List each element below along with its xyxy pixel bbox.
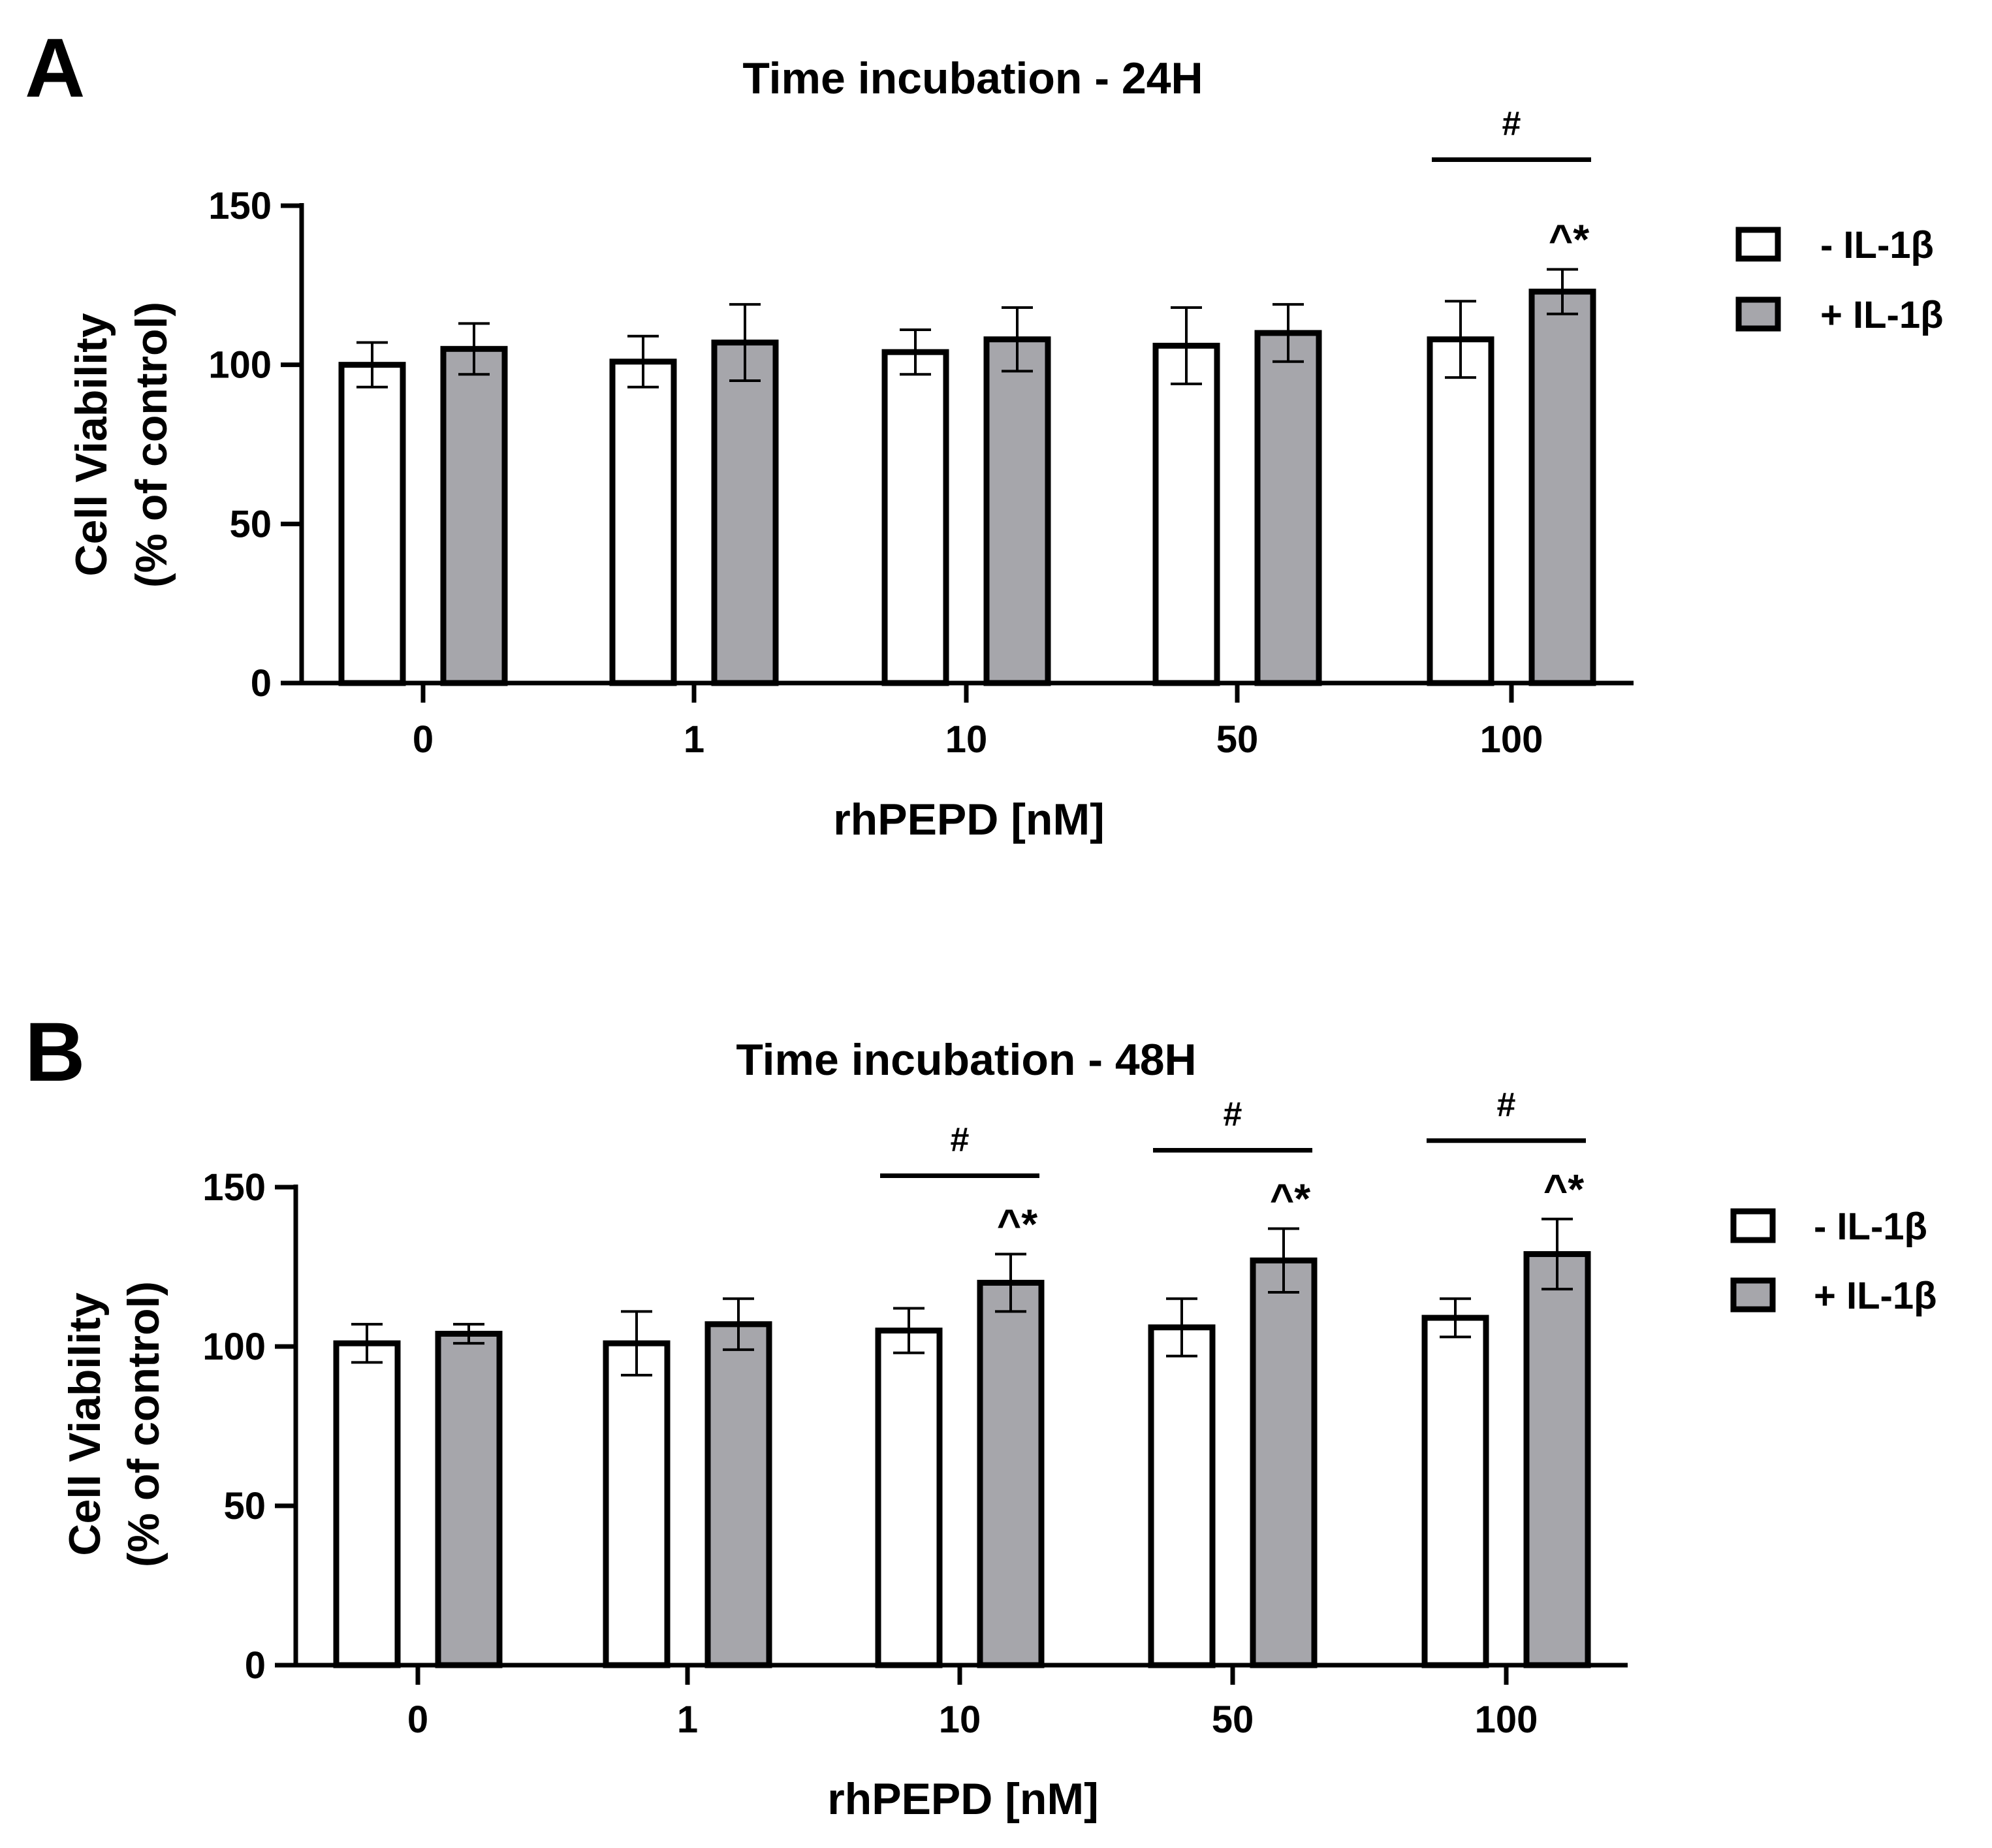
legend-label-plus: + IL-1β bbox=[1814, 1275, 1937, 1317]
x-tick-label: 10 bbox=[945, 718, 988, 761]
significance-stars: ^* bbox=[1543, 1166, 1584, 1213]
y-tick-label: 150 bbox=[202, 1166, 266, 1209]
chart-title: Time incubation - 24H bbox=[742, 54, 1203, 103]
bar-minus-il1b bbox=[881, 349, 949, 686]
x-tick-label: 100 bbox=[1480, 718, 1543, 761]
bar-plus-il1b bbox=[977, 1279, 1045, 1668]
x-tick-label: 1 bbox=[684, 718, 704, 761]
bar-minus-il1b bbox=[1148, 1324, 1216, 1668]
bar-minus-il1b bbox=[338, 362, 406, 686]
legend-swatch-minus bbox=[1735, 227, 1781, 262]
significance-hash: # bbox=[1224, 1095, 1242, 1133]
legend-swatch-minus bbox=[1730, 1208, 1776, 1243]
x-tick-label: 0 bbox=[413, 718, 434, 761]
chart-title: Time incubation - 48H bbox=[736, 1035, 1196, 1085]
y-tick-label: 50 bbox=[223, 1485, 266, 1527]
x-tick-label: 50 bbox=[1212, 1698, 1254, 1741]
bar-plus-il1b bbox=[1254, 330, 1322, 686]
bar-plus-il1b bbox=[711, 340, 779, 686]
bar-minus-il1b bbox=[603, 1340, 671, 1668]
x-tick-label: 100 bbox=[1475, 1698, 1538, 1741]
bar-plus-il1b bbox=[440, 345, 508, 686]
y-tick-label: 0 bbox=[251, 662, 272, 705]
panel-b: B Time incubation - 48H Cell Viability (% o… bbox=[25, 1006, 1937, 1824]
bar-minus-il1b bbox=[333, 1340, 401, 1668]
x-tick-label: 1 bbox=[677, 1698, 698, 1741]
significance-stars: ^* bbox=[997, 1200, 1037, 1247]
x-tick-label: 10 bbox=[939, 1698, 981, 1741]
legend-label-minus: - IL-1β bbox=[1814, 1205, 1927, 1248]
bar-plus-il1b bbox=[1250, 1257, 1318, 1668]
bar-minus-il1b bbox=[609, 358, 677, 686]
y-tick-label: 150 bbox=[208, 185, 272, 227]
x-tick-label: 0 bbox=[407, 1698, 428, 1741]
y-tick-label: 100 bbox=[202, 1326, 266, 1368]
y-tick-label: 100 bbox=[208, 344, 272, 387]
significance-stars: ^* bbox=[1270, 1175, 1310, 1222]
panel-label: B bbox=[25, 1006, 85, 1099]
significance-hash: # bbox=[1502, 104, 1521, 142]
significance-hash: # bbox=[1497, 1086, 1516, 1124]
x-axis-title: rhPEPD [nM] bbox=[833, 795, 1105, 844]
bar-minus-il1b bbox=[1152, 342, 1220, 686]
bar-plus-il1b bbox=[704, 1321, 772, 1668]
bar-plus-il1b bbox=[1528, 289, 1596, 686]
significance-stars: ^* bbox=[1549, 215, 1589, 263]
legend-swatch-plus bbox=[1735, 296, 1781, 332]
bar-minus-il1b bbox=[1421, 1314, 1489, 1668]
bar-minus-il1b bbox=[1427, 336, 1494, 686]
legend-label-plus: + IL-1β bbox=[1820, 294, 1944, 336]
y-axis-subtitle: (% of control) bbox=[119, 1281, 168, 1567]
panel-label: A bbox=[25, 22, 85, 115]
legend-swatch-plus bbox=[1730, 1277, 1776, 1313]
panel-a: A Time incubation - 24H Cell Viability (% o… bbox=[25, 22, 1944, 844]
bar-minus-il1b bbox=[875, 1328, 943, 1668]
x-axis-title: rhPEPD [nM] bbox=[827, 1774, 1099, 1824]
bar-plus-il1b bbox=[1523, 1251, 1591, 1668]
y-axis-subtitle: (% of control) bbox=[127, 302, 176, 588]
y-axis-title: Cell Viability bbox=[67, 313, 116, 576]
bar-plus-il1b bbox=[983, 336, 1051, 686]
significance-hash: # bbox=[951, 1121, 970, 1158]
y-tick-label: 50 bbox=[229, 503, 272, 545]
y-tick-label: 0 bbox=[245, 1644, 266, 1687]
y-axis-title: Cell Viability bbox=[60, 1292, 110, 1555]
bar-plus-il1b bbox=[435, 1330, 503, 1668]
x-tick-label: 50 bbox=[1216, 718, 1259, 761]
legend-label-minus: - IL-1β bbox=[1820, 224, 1934, 266]
